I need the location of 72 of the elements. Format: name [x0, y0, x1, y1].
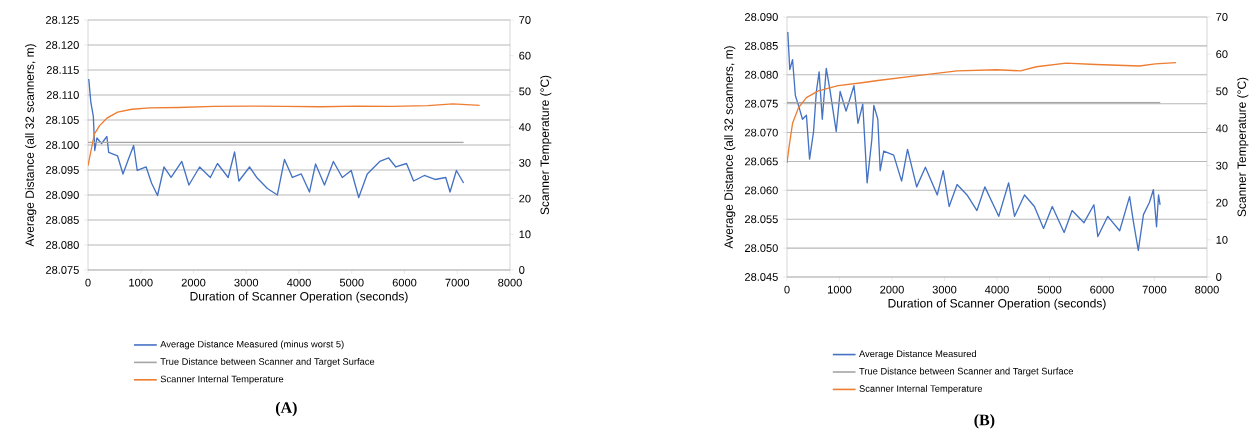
x-tick-label: 1000 [129, 278, 153, 287]
y2-axis-title: Scanner Temperature (°C) [540, 75, 552, 215]
y-tick-label: 28.125 [46, 16, 79, 24]
legend-label: Scanner Internal Temperature [859, 385, 983, 394]
y-tick-label: 28.075 [46, 266, 79, 274]
y-tick-label: 28.070 [745, 128, 778, 137]
y-tick-label: 28.080 [46, 241, 79, 249]
y2-tick-label: 10 [1216, 235, 1228, 244]
x-tick-label: 8000 [1195, 285, 1219, 294]
x-tick-label: 0 [85, 278, 91, 287]
y2-axis-title: Scanner Temperature (°C) [1237, 77, 1249, 217]
line-series [787, 31, 1161, 252]
y-tick-label: 28.120 [46, 41, 79, 49]
legend-label: True Distance between Scanner and Target Surface [859, 367, 1074, 377]
line-series [787, 62, 1177, 164]
y2-tick-label: 30 [519, 158, 531, 167]
x-tick-label: 6000 [392, 278, 417, 287]
x-axis-title: Duration of Scanner Operation (seconds) [190, 291, 408, 303]
y-tick-label: 28.060 [745, 186, 778, 195]
y-tick-label: 28.110 [46, 91, 79, 99]
y-tick-label: 28.050 [745, 244, 778, 253]
x-tick-label: 5000 [1037, 285, 1062, 294]
y2-tick-label: 60 [519, 51, 531, 60]
x-tick-label: 1000 [828, 285, 852, 294]
y-tick-label: 28.065 [745, 157, 778, 166]
x-tick-label: 5000 [339, 278, 364, 287]
y-tick-label: 28.075 [745, 99, 778, 108]
y2-tick-label: 0 [519, 266, 525, 274]
x-tick-label: 2000 [181, 278, 206, 287]
y2-tick-label: 20 [1216, 198, 1228, 207]
y-tick-label: 28.100 [46, 141, 79, 149]
x-axis-title: Duration of Scanner Operation (seconds) [888, 298, 1106, 310]
x-tick-label: 7000 [445, 278, 470, 287]
y2-tick-label: 40 [1215, 124, 1228, 133]
y-axis-title: Average Distance (all 32 scanners, m) [25, 44, 37, 247]
y2-tick-label: 30 [1216, 161, 1228, 170]
line-series [88, 78, 465, 199]
y2-tick-label: 0 [1216, 273, 1222, 281]
x-tick-label: 6000 [1090, 285, 1114, 294]
y-tick-label: 28.085 [745, 41, 778, 50]
y2-tick-label: 70 [1216, 13, 1228, 21]
y-tick-label: 28.105 [46, 116, 79, 124]
x-tick-label: 0 [784, 285, 790, 294]
y2-tick-label: 70 [519, 16, 531, 24]
legend-label: Average Distance Measured [859, 350, 976, 359]
y-tick-label: 28.085 [46, 216, 79, 224]
y2-tick-label: 40 [518, 123, 531, 132]
y-tick-label: 28.045 [745, 273, 778, 281]
x-tick-label: 8000 [498, 278, 522, 287]
x-tick-label: 4000 [286, 278, 311, 287]
legend-label: Average Distance Measured (minus worst 5) [160, 340, 344, 350]
text: (A) [275, 401, 297, 417]
legend-label: True Distance between Scanner and Target Surface [160, 358, 375, 367]
y-tick-label: 28.080 [745, 70, 778, 79]
y-tick-label: 28.115 [46, 66, 79, 74]
y-tick-label: 28.055 [745, 215, 778, 224]
x-tick-label: 4000 [984, 285, 1009, 294]
x-tick-label: 2000 [880, 285, 904, 294]
y-tick-label: 28.090 [745, 13, 778, 21]
y-tick-label: 28.090 [46, 191, 79, 199]
y-tick-label: 28.095 [46, 166, 79, 174]
y2-tick-label: 50 [1216, 87, 1228, 96]
y2-tick-label: 50 [519, 87, 531, 96]
y2-tick-label: 60 [1216, 50, 1228, 59]
x-tick-label: 7000 [1142, 285, 1167, 294]
y2-tick-label: 20 [519, 194, 531, 203]
text: (B) [974, 414, 995, 429]
y2-tick-label: 10 [519, 230, 531, 239]
y-axis-title: Average Distance (all 32 scanners, m) [724, 46, 736, 249]
x-tick-label: 3000 [932, 285, 957, 294]
x-tick-label: 3000 [234, 278, 259, 287]
legend-label: Scanner Internal Temperature [160, 375, 284, 385]
